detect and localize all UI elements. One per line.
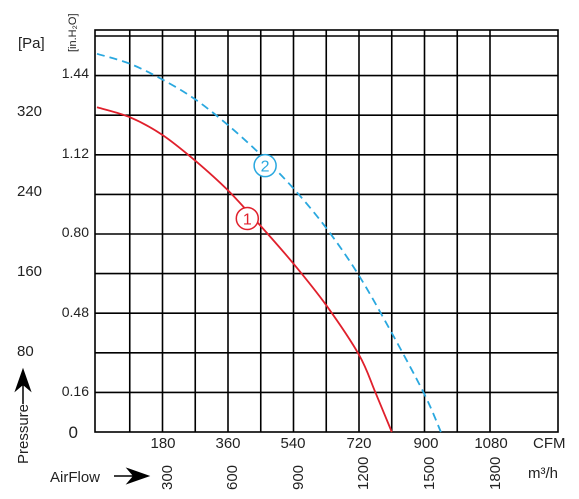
cfm-tick-labels: 180 360 540 720 900 1080 bbox=[150, 435, 507, 452]
curve-markers: 12 bbox=[235, 153, 277, 231]
curve-1-label: 1 bbox=[243, 211, 252, 228]
cfm-tick-label: 360 bbox=[215, 435, 240, 452]
airflow-axis-label: AirFlow bbox=[50, 467, 151, 486]
inh2o-tick-labels: 0.16 0.48 0.80 1.12 1.44 bbox=[62, 65, 89, 399]
m3h-tick-label: 600 bbox=[224, 465, 241, 490]
cfm-tick-label: 180 bbox=[150, 435, 175, 452]
inh2o-tick-label: 1.44 bbox=[62, 65, 89, 81]
cfm-tick-label: 1080 bbox=[474, 435, 507, 452]
pa-tick-label: 240 bbox=[17, 183, 42, 200]
m3h-tick-labels: 300 600 900 1200 1500 1800 bbox=[159, 457, 504, 490]
inh2o-tick-label: 0.16 bbox=[62, 383, 89, 399]
cfm-tick-label: 900 bbox=[413, 435, 438, 452]
curve-2-label: 2 bbox=[261, 159, 270, 176]
inh2o-unit-label: [in.H₂O] bbox=[67, 14, 79, 53]
curve-2-line bbox=[96, 52, 442, 433]
performance-curves bbox=[96, 52, 442, 433]
pressure-axis-label: Pressure bbox=[14, 367, 32, 464]
cfm-tick-label: 720 bbox=[346, 435, 371, 452]
m3h-unit-label: m³/h bbox=[528, 465, 558, 482]
m3h-tick-label: 900 bbox=[290, 465, 307, 490]
pa-tick-label: 0 bbox=[69, 423, 78, 442]
m3h-tick-label: 1500 bbox=[421, 457, 438, 490]
pa-tick-labels: 0 80 160 240 320 bbox=[17, 103, 78, 442]
curve-1-line bbox=[96, 106, 393, 433]
grid-lines bbox=[95, 30, 558, 432]
inh2o-tick-label: 0.48 bbox=[62, 304, 89, 320]
m3h-tick-label: 300 bbox=[159, 465, 176, 490]
inh2o-tick-label: 0.80 bbox=[62, 224, 89, 240]
pa-unit-label: [Pa] bbox=[18, 35, 45, 52]
pa-tick-label: 160 bbox=[17, 263, 42, 280]
cfm-tick-label: 540 bbox=[280, 435, 305, 452]
m3h-tick-label: 1200 bbox=[355, 457, 372, 490]
curve-1-marker bbox=[235, 206, 260, 231]
pa-tick-label: 80 bbox=[17, 343, 34, 360]
airflow-axis-text: AirFlow bbox=[50, 469, 100, 486]
airflow-arrow-icon bbox=[114, 467, 151, 485]
pa-tick-label: 320 bbox=[17, 103, 42, 120]
cfm-unit-label: CFM bbox=[533, 435, 566, 452]
curve-2-marker bbox=[253, 153, 277, 178]
pressure-axis-text: Pressure bbox=[15, 404, 32, 464]
pressure-arrow-icon bbox=[14, 367, 32, 404]
m3h-tick-label: 1800 bbox=[487, 457, 504, 490]
inh2o-tick-label: 1.12 bbox=[62, 145, 89, 161]
